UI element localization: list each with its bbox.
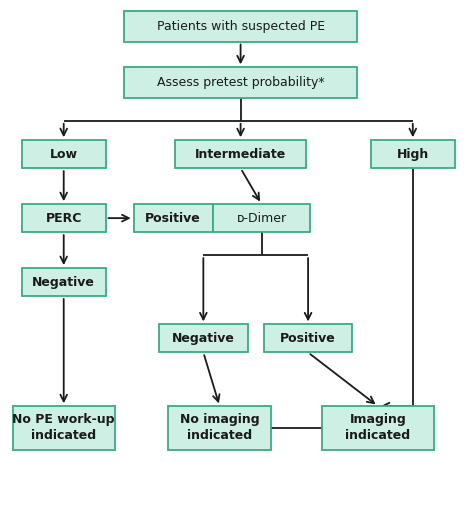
FancyBboxPatch shape	[124, 67, 357, 98]
Text: Positive: Positive	[145, 212, 201, 225]
FancyBboxPatch shape	[213, 204, 310, 232]
FancyBboxPatch shape	[22, 204, 106, 232]
Text: Negative: Negative	[172, 332, 235, 345]
Text: No imaging
indicated: No imaging indicated	[180, 413, 259, 442]
Text: High: High	[397, 148, 429, 161]
Text: Positive: Positive	[280, 332, 336, 345]
Text: Intermediate: Intermediate	[195, 148, 286, 161]
Text: Negative: Negative	[32, 275, 95, 289]
FancyBboxPatch shape	[12, 406, 115, 449]
FancyBboxPatch shape	[22, 268, 106, 296]
FancyBboxPatch shape	[371, 140, 455, 168]
FancyBboxPatch shape	[175, 140, 306, 168]
FancyBboxPatch shape	[264, 324, 352, 352]
Text: Imaging
indicated: Imaging indicated	[346, 413, 410, 442]
Text: No PE work-up
indicated: No PE work-up indicated	[12, 413, 115, 442]
FancyBboxPatch shape	[159, 324, 247, 352]
Text: Patients with suspected PE: Patients with suspected PE	[156, 20, 325, 33]
FancyBboxPatch shape	[134, 204, 213, 232]
Text: PERC: PERC	[46, 212, 82, 225]
FancyBboxPatch shape	[168, 406, 271, 449]
FancyBboxPatch shape	[22, 140, 106, 168]
FancyBboxPatch shape	[124, 11, 357, 42]
Text: Assess pretest probability*: Assess pretest probability*	[157, 76, 324, 89]
FancyBboxPatch shape	[322, 406, 434, 449]
Text: Low: Low	[50, 148, 78, 161]
Text: ᴅ-Dimer: ᴅ-Dimer	[237, 212, 287, 225]
